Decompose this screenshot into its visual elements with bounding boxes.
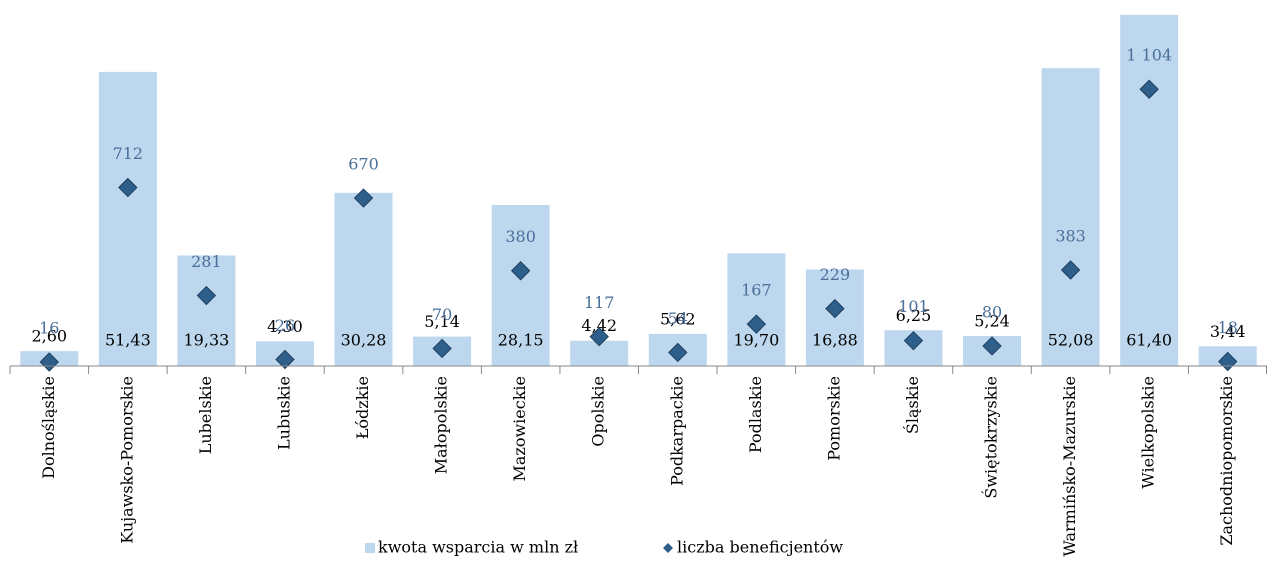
x-tick-label: Warmińsko-Mazurskie [1060, 376, 1079, 557]
bar-value-label: 61,40 [1126, 331, 1172, 350]
diamond-marker [432, 338, 452, 359]
bar-value-label: 19,70 [733, 331, 779, 350]
legend-swatch [663, 543, 673, 553]
marker-value-label: 380 [505, 227, 536, 246]
bar [491, 205, 550, 366]
x-tick-label: Opolskie [589, 376, 608, 447]
marker-value-label: 16 [39, 318, 59, 337]
marker-value-label: 54 [668, 309, 688, 328]
bar-value-label: 5,14 [424, 312, 460, 331]
bar-value-label: 16,88 [812, 331, 858, 350]
bar-value-label: 52,08 [1048, 331, 1094, 350]
x-tick-label: Lubelskie [196, 376, 215, 454]
bar [1041, 68, 1100, 366]
marker-value-label: 70 [432, 305, 452, 324]
diamond-marker [1139, 79, 1159, 99]
diamond-marker [668, 342, 688, 363]
x-tick-label: Pomorskie [824, 376, 843, 461]
bar-value-label: 3,44 [1210, 322, 1246, 341]
diamond-marker [982, 336, 1002, 356]
diamond-marker [118, 177, 138, 198]
x-tick-label: Podkarpackie [667, 376, 686, 486]
marker-value-label: 101 [898, 297, 929, 316]
x-tick-label: Zachodniopomorskie [1217, 376, 1236, 546]
marker-value-label: 281 [191, 252, 222, 271]
x-tick-label: Małopolskie [432, 376, 451, 474]
diamond-marker [825, 298, 845, 319]
bar [727, 253, 786, 366]
bar-value-label: 2,60 [31, 327, 67, 346]
diamond-marker [1060, 260, 1081, 280]
diamond-marker [746, 314, 767, 334]
diamond-marker [510, 261, 531, 281]
bar [177, 255, 236, 366]
marker-value-label: 167 [741, 281, 772, 300]
x-tick-label: Świętokrzyskie [981, 376, 1001, 499]
marker-value-label: 670 [348, 155, 379, 174]
x-tick-label: Wielkopolskie [1139, 376, 1158, 489]
marker-value-label: 1 104 [1126, 46, 1172, 65]
bar-value-label: 6,25 [896, 306, 932, 325]
marker-value-label: 229 [820, 265, 851, 284]
bar [334, 192, 393, 366]
x-tick-label: Dolnośląskie [39, 376, 58, 479]
x-tick-label: Łódzkie [353, 376, 372, 439]
diamond-marker [196, 285, 217, 306]
diamond-marker [275, 349, 295, 370]
marker-value-label: 80 [982, 302, 1002, 321]
diamond-marker [353, 188, 374, 208]
legend-swatch [365, 543, 375, 553]
legend-label: liczba beneficjentów [677, 538, 843, 557]
bar-value-label: 5,24 [974, 312, 1010, 331]
diamond-marker [903, 330, 924, 351]
bar [1120, 14, 1179, 367]
marker-value-label: 117 [584, 293, 615, 312]
diamond-marker [589, 326, 609, 347]
bar-value-label: 28,15 [498, 331, 544, 350]
bar-value-label: 4,30 [267, 317, 303, 336]
x-tick-label: Mazowieckie [510, 376, 529, 482]
bar [98, 71, 157, 366]
x-tick-label: Śląskie [902, 376, 922, 434]
marker-value-label: 712 [113, 144, 144, 163]
bar-value-label: 5,62 [660, 309, 696, 328]
x-tick-label: Podlaskie [746, 376, 765, 453]
bar-value-label: 51,43 [105, 331, 151, 350]
bar-value-label: 30,28 [341, 331, 387, 350]
legend-label: kwota wsparcia w mln zł [378, 538, 578, 557]
bar-value-label: 4,42 [581, 316, 617, 335]
marker-value-label: 18 [1218, 318, 1238, 337]
marker-value-label: 26 [275, 316, 295, 335]
bar-value-label: 19,33 [184, 331, 230, 350]
x-tick-label: Kujawsko-Pomorskie [117, 376, 136, 544]
x-tick-label: Lubuskie [274, 376, 293, 450]
marker-value-label: 383 [1055, 226, 1086, 245]
